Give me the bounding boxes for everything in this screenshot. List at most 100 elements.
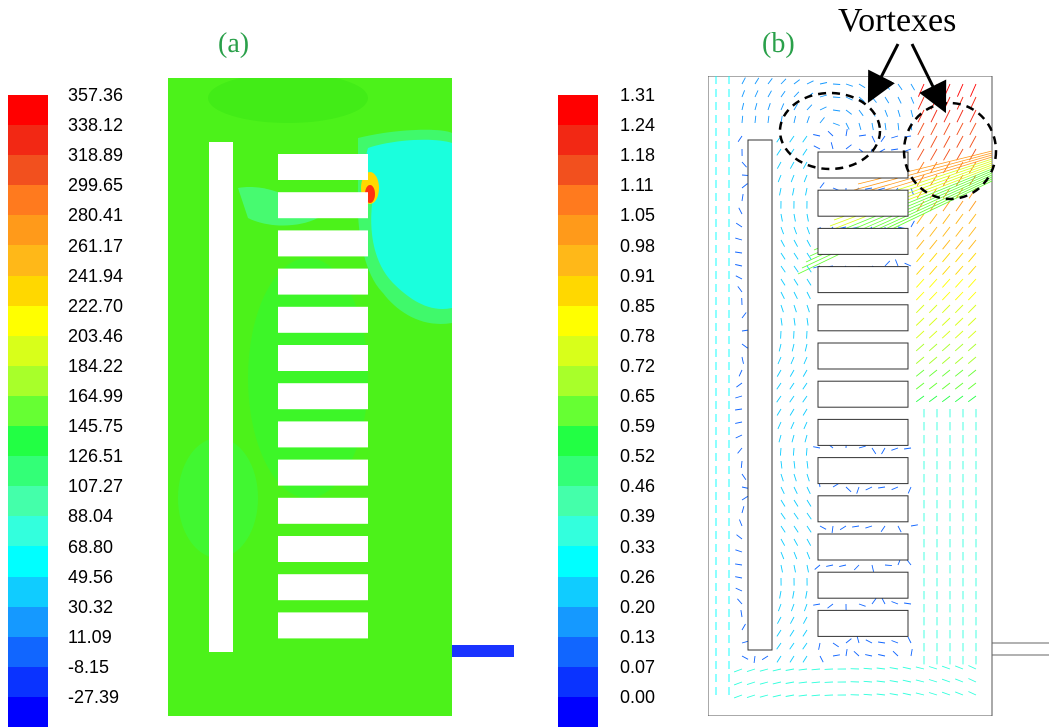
colorbar-swatch	[558, 546, 598, 576]
fin	[818, 152, 908, 178]
colorbar-swatch	[558, 336, 598, 366]
colorbar-swatch	[8, 546, 48, 576]
colorbar-tick-label: 0.26	[620, 568, 655, 586]
colorbar-swatch	[8, 516, 48, 546]
fin	[278, 421, 368, 447]
colorbar-swatch	[8, 697, 48, 727]
colorbar-tick-label: 68.80	[68, 538, 113, 556]
colorbar-tick-label: 338.12	[68, 116, 123, 134]
panel-b-label: (b)	[762, 28, 795, 60]
colorbar-tick-label: 0.59	[620, 417, 655, 435]
fin	[278, 307, 368, 333]
colorbar-tick-label: 0.13	[620, 628, 655, 646]
fin	[818, 343, 908, 369]
colorbar-swatch	[8, 577, 48, 607]
colorbar-swatch	[8, 637, 48, 667]
colorbar-swatch	[8, 667, 48, 697]
fin	[818, 381, 908, 407]
colorbar-tick-label: 299.65	[68, 176, 123, 194]
colorbar-swatch	[8, 276, 48, 306]
colorbar-swatch	[8, 155, 48, 185]
colorbar-tick-label: 0.85	[620, 297, 655, 315]
colorbar-swatch	[558, 486, 598, 516]
colorbar-swatch	[8, 215, 48, 245]
colorbar-tick-label: 0.65	[620, 387, 655, 405]
colorbar-tick-label: 241.94	[68, 267, 123, 285]
fin	[278, 612, 368, 638]
fin	[818, 419, 908, 445]
colorbar-swatch	[558, 155, 598, 185]
colorbar-tick-label: 1.05	[620, 206, 655, 224]
colorbar-swatch	[8, 336, 48, 366]
panel-b-vectors	[708, 76, 1049, 716]
colorbar-swatch	[8, 125, 48, 155]
colorbar-tick-label: 203.46	[68, 327, 123, 345]
colorbar-swatch	[558, 516, 598, 546]
colorbar-tick-label: 164.99	[68, 387, 123, 405]
colorbar-swatch	[558, 185, 598, 215]
colorbar-tick-label: 0.46	[620, 477, 655, 495]
fin	[278, 574, 368, 600]
fin	[278, 230, 368, 256]
fin	[818, 190, 908, 216]
velocity-arrow	[806, 448, 807, 456]
fin	[278, 460, 368, 486]
colorbar-tick-label: -8.15	[68, 658, 109, 676]
colorbar-tick-label: 1.11	[620, 176, 654, 194]
fin	[278, 536, 368, 562]
colorbar-tick-label: 0.72	[620, 357, 655, 375]
panel-a-label: (a)	[218, 28, 249, 60]
colorbar-tick-label: 0.07	[620, 658, 655, 676]
colorbar-swatch	[558, 366, 598, 396]
colorbar-tick-label: 184.22	[68, 357, 123, 375]
colorbar-swatch	[558, 306, 598, 336]
colorbar-tick-label: 11.09	[68, 628, 112, 646]
colorbar-tick-label: 0.52	[620, 447, 655, 465]
colorbar-a	[8, 95, 48, 727]
panel-a-contour	[168, 78, 528, 718]
colorbar-swatch	[558, 245, 598, 275]
colorbar-tick-label: 0.78	[620, 327, 655, 345]
fin	[818, 572, 908, 598]
colorbar-tick-label: 107.27	[68, 477, 123, 495]
colorbar-tick-label: 1.24	[620, 116, 655, 134]
colorbar-swatch	[8, 456, 48, 486]
colorbar-swatch	[558, 697, 598, 727]
colorbar-swatch	[558, 396, 598, 426]
fin	[278, 498, 368, 524]
colorbar-swatch	[558, 215, 598, 245]
velocity-arrow	[780, 448, 781, 456]
colorbar-swatch	[558, 125, 598, 155]
fin	[278, 345, 368, 371]
colorbar-swatch	[8, 607, 48, 637]
colorbar-tick-label: 0.33	[620, 538, 655, 556]
velocity-arrow	[833, 84, 840, 85]
colorbar-tick-label: 126.51	[68, 447, 123, 465]
colorbar-tick-label: 49.56	[68, 568, 113, 586]
colorbar-tick-label: 0.39	[620, 507, 655, 525]
colorbar-tick-label: 261.17	[68, 237, 123, 255]
fin	[818, 496, 908, 522]
colorbar-swatch	[8, 366, 48, 396]
colorbar-swatch	[8, 185, 48, 215]
heater-slab	[209, 142, 233, 652]
colorbar-tick-label: 0.20	[620, 598, 655, 616]
colorbar-swatch	[8, 396, 48, 426]
colorbar-tick-label: -27.39	[68, 688, 119, 706]
heater-slab-outline	[748, 140, 772, 650]
fin	[818, 267, 908, 293]
colorbar-tick-label: 318.89	[68, 146, 123, 164]
colorbar-swatch	[558, 637, 598, 667]
colorbar-tick-label: 1.18	[620, 146, 655, 164]
fin	[818, 305, 908, 331]
colorbar-tick-label: 0.98	[620, 237, 655, 255]
colorbar-swatch	[558, 276, 598, 306]
colorbar-tick-label: 222.70	[68, 297, 123, 315]
vortexes-callout: Vortexes	[838, 2, 956, 40]
colorbar-swatch	[8, 426, 48, 456]
velocity-arrow	[793, 448, 794, 456]
colorbar-tick-label: 0.91	[620, 267, 655, 285]
colorbar-swatch	[558, 577, 598, 607]
colorbar-swatch	[558, 456, 598, 486]
colorbar-tick-label: 88.04	[68, 507, 113, 525]
